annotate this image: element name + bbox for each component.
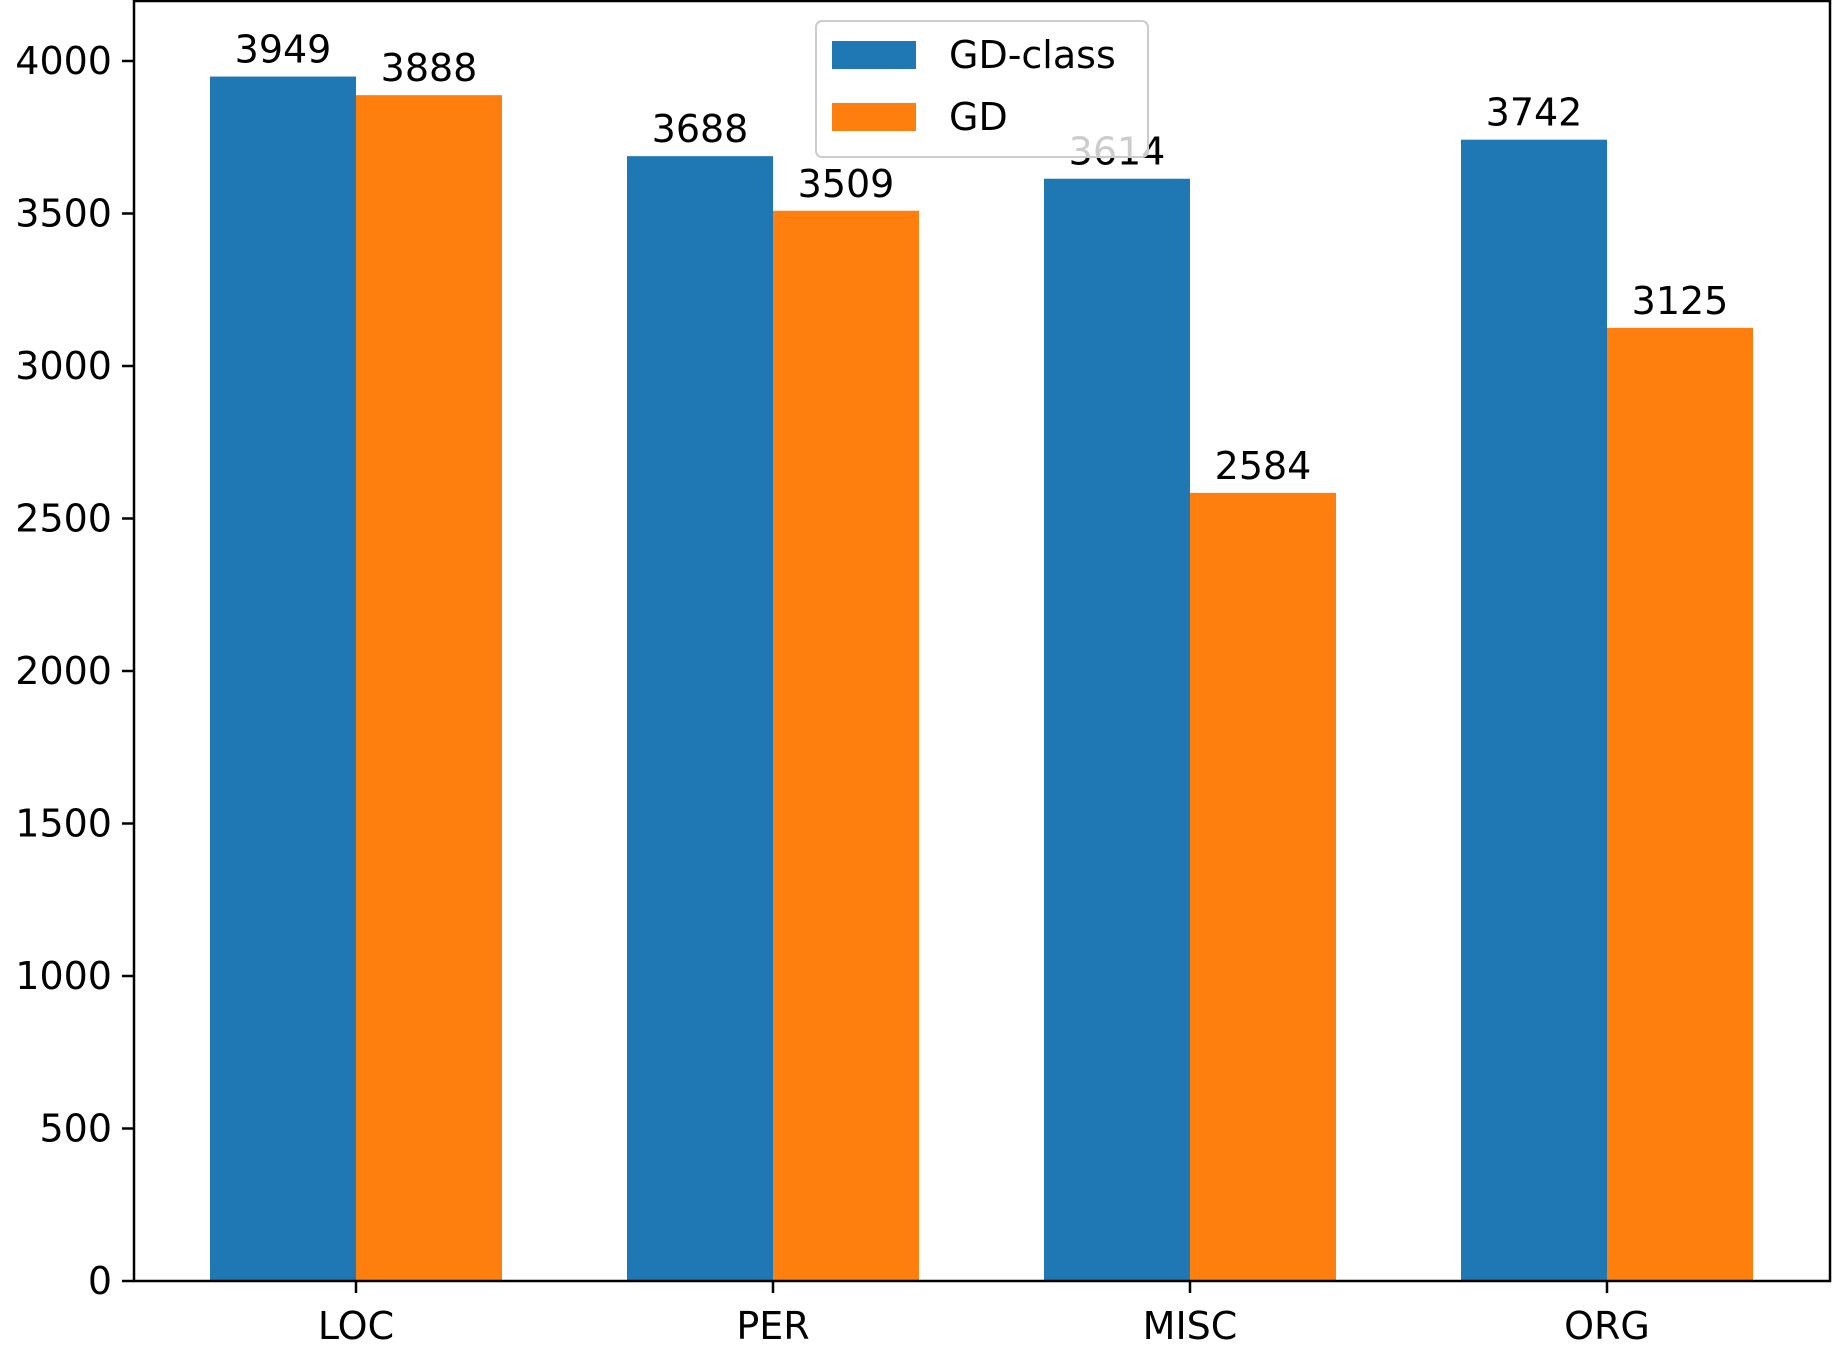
axes-layer: 0 500 1000 1500 2000 2500 3000 3500 4000 LOC PER MI… — [15, 0, 1832, 1346]
data-label-gd-misc: 2584 — [1215, 444, 1312, 488]
y-tick-label: 3000 — [15, 344, 112, 388]
y-tick-label: 2500 — [15, 497, 112, 541]
bar-gd-misc — [1190, 492, 1336, 1281]
y-tick-label: 500 — [39, 1107, 112, 1151]
x-tick-label-per: PER — [736, 1304, 809, 1346]
y-tick-label: 0 — [88, 1259, 112, 1303]
bar-gd-class-org — [1461, 139, 1607, 1282]
x-tick-label-misc: MISC — [1143, 1304, 1238, 1346]
axes-frame — [132, 0, 1832, 1283]
data-label-gd-class-org: 3742 — [1486, 91, 1583, 135]
y-tick-label: 1500 — [15, 802, 112, 846]
bar-gd-org — [1607, 327, 1753, 1281]
bar-gd-class-per — [627, 156, 773, 1281]
legend-swatch-gd — [832, 103, 916, 131]
data-label-gd-per: 3509 — [798, 162, 895, 206]
y-tick-label: 2000 — [15, 649, 112, 693]
data-label-gd-class-per: 3688 — [652, 107, 749, 151]
data-label-gd-class-loc: 3949 — [235, 28, 332, 72]
data-label-gd-org: 3125 — [1632, 279, 1729, 323]
legend-swatch-gd-class — [832, 41, 916, 69]
x-tick-label-loc: LOC — [318, 1304, 394, 1346]
data-label-gd-loc: 3888 — [381, 46, 478, 90]
y-tick-label: 4000 — [15, 39, 112, 83]
bar-gd-loc — [356, 95, 502, 1281]
bar-gd-class-loc — [210, 76, 356, 1281]
bars-layer — [210, 76, 1753, 1282]
legend-label-gd: GD — [949, 95, 1008, 139]
bar-gd-per — [773, 210, 919, 1281]
legend: GD-class GD — [815, 20, 1149, 158]
legend-label-gd-class: GD-class — [949, 33, 1116, 77]
y-tick-label: 3500 — [15, 192, 112, 236]
y-tick-label: 1000 — [15, 954, 112, 998]
x-tick-label-org: ORG — [1564, 1304, 1650, 1346]
bar-gd-class-misc — [1044, 178, 1190, 1282]
